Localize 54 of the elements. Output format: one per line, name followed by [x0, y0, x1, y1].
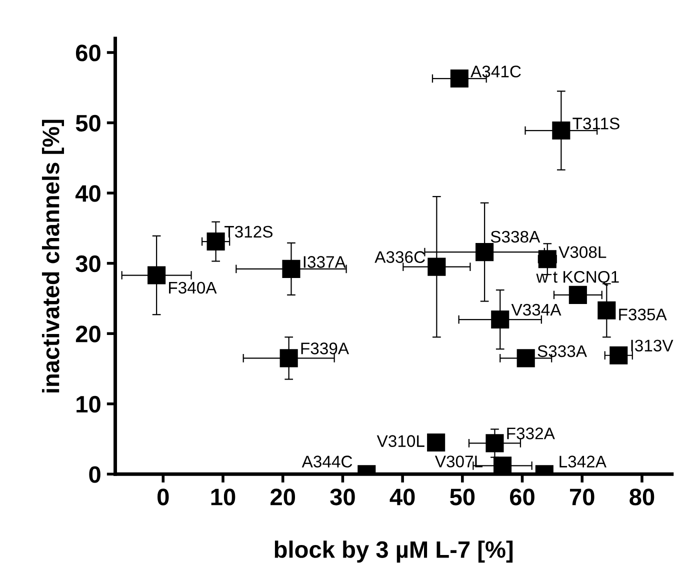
annotation: S338A	[490, 230, 540, 243]
annotation: F340A	[169, 282, 217, 294]
annotation: V308L	[558, 246, 606, 258]
point	[610, 346, 628, 364]
x-tick-label: 50	[450, 488, 475, 506]
point	[428, 258, 446, 276]
point	[486, 434, 504, 452]
point	[476, 243, 494, 262]
x-tick-label: 30	[330, 488, 355, 506]
x-axis-title: block by 3 µM L-7 [%]	[274, 540, 513, 563]
annotation: V310L	[376, 435, 424, 447]
y-tick-label: 50	[76, 114, 100, 132]
point	[450, 69, 468, 88]
point	[493, 456, 512, 474]
point	[491, 310, 510, 329]
point	[148, 266, 166, 284]
annotation: A344C	[302, 456, 352, 468]
annotation: T311S	[572, 118, 620, 130]
annotation: I337A	[304, 256, 346, 268]
point	[552, 121, 570, 140]
y-tick-label: 60	[76, 44, 100, 62]
annotation: V307L	[434, 456, 483, 468]
point	[427, 433, 446, 452]
annotation: F339A	[301, 342, 350, 354]
annotation: w t KCNQ1	[536, 270, 619, 286]
point	[568, 286, 587, 304]
x-tick-label: 40	[390, 488, 415, 506]
annotation: L342A	[560, 456, 606, 468]
annotation: S333A	[538, 345, 587, 358]
point	[280, 349, 298, 368]
annotation: A341C	[470, 66, 521, 78]
x-tick-label: 0	[158, 488, 169, 506]
y-tick-label: 0	[89, 466, 100, 483]
y-tick-label: 10	[76, 396, 100, 413]
y-tick-label: 40	[75, 185, 100, 202]
x-tick-label: 20	[270, 488, 296, 506]
point	[516, 349, 535, 368]
point	[282, 260, 300, 278]
annotation: I313V	[631, 340, 674, 352]
annotation: T312S	[224, 226, 272, 238]
x-tick-label: 80	[630, 488, 654, 506]
x-tick-label: 10	[211, 488, 236, 506]
annotation: V334A	[511, 304, 562, 316]
y-axis-title: inactivated channels [%]	[42, 120, 64, 392]
annotation: F332A	[507, 428, 555, 440]
point	[598, 301, 616, 320]
y-tick-label: 20	[76, 326, 100, 342]
point	[538, 250, 556, 268]
y-tick-label: 30	[76, 255, 100, 272]
point	[206, 232, 225, 251]
annotation: A336C	[374, 251, 425, 263]
annotation: F335A	[619, 308, 667, 320]
x-tick-label: 60	[510, 488, 534, 506]
x-tick-label: 70	[570, 488, 594, 506]
